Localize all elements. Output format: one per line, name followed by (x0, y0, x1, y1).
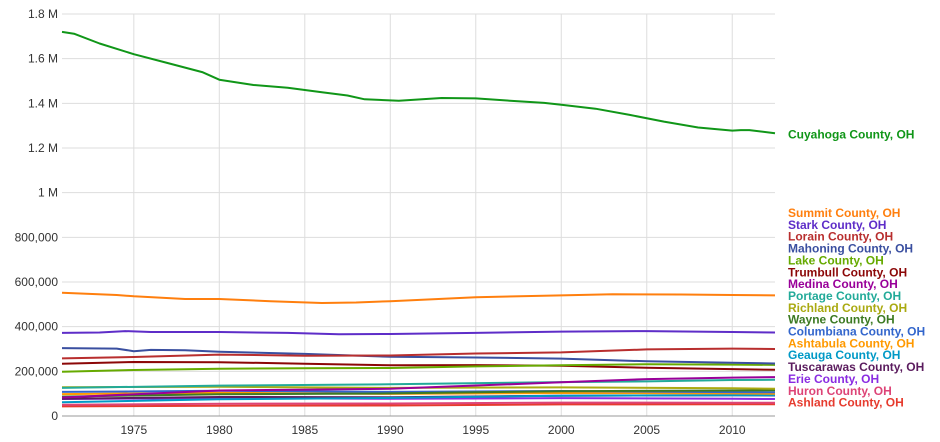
gridlines (62, 13, 775, 417)
series-label: Portage County, OH (788, 289, 901, 303)
series-label: Wayne County, OH (788, 313, 895, 327)
series-label: Cuyahoga County, OH (788, 127, 914, 141)
axes: 0 200,000 400,000 600,000 800,000 1 M 1.2 M 1.4… (15, 7, 775, 437)
series-line-mahoning-county-oh (61, 347, 776, 365)
series-label: Lake County, OH (788, 253, 884, 267)
series-label: Columbiana County, OH (788, 325, 925, 339)
series-line-huron-county-oh (61, 401, 775, 406)
series-line-lorain-county-oh (61, 347, 776, 360)
series-line-geauga-county-oh (61, 394, 775, 404)
y-tick-label: 1.8 M (28, 7, 58, 21)
x-tick-label: 1975 (120, 423, 147, 437)
series-label: Mahoning County, OH (788, 242, 913, 256)
y-tick-label: 800,000 (15, 230, 59, 244)
series-label: Medina County, OH (788, 277, 898, 291)
y-tick-label: 1.6 M (28, 52, 58, 66)
y-tick-label: 200,000 (15, 364, 59, 378)
series-label: Richland County, OH (788, 301, 907, 315)
series-label: Trumbull County, OH (788, 265, 907, 279)
y-tick-label: 1.4 M (28, 96, 58, 110)
series-line-lake-county-oh (61, 363, 776, 373)
series-labels: Cuyahoga County, OH Summit County, OHStar… (788, 127, 925, 409)
x-tick-label: 2010 (719, 423, 746, 437)
series-label: Lorain County, OH (788, 230, 893, 244)
y-tick-label: 600,000 (15, 275, 59, 289)
series-label: Erie County, OH (788, 372, 879, 386)
series-line-ashland-county-oh (61, 403, 775, 408)
series-line-wayne-county-oh (61, 389, 776, 398)
series-line-stark-county-oh (61, 330, 776, 336)
series-label: Tuscarawas County, OH (788, 360, 924, 374)
x-tick-label: 2005 (633, 423, 660, 437)
y-tick-label: 1.2 M (28, 141, 58, 155)
x-tick-label: 1990 (377, 423, 404, 437)
x-tick-label: 1985 (291, 423, 318, 437)
series-label: Ashtabula County, OH (788, 336, 914, 350)
series-lines (61, 30, 776, 408)
x-tick-label: 1995 (462, 423, 489, 437)
series-label: Summit County, OH (788, 206, 900, 220)
x-tick-label: 2000 (548, 423, 575, 437)
series-line-summit-county-oh (61, 291, 776, 304)
series-line-medina-county-oh (61, 376, 776, 399)
series-label: Huron County, OH (788, 384, 892, 398)
series-line-portage-county-oh (61, 378, 776, 389)
y-tick-label: 1 M (38, 186, 58, 200)
series-label: Ashland County, OH (788, 396, 904, 410)
series-line-cuyahoga-county-oh (61, 30, 776, 135)
x-tick-label: 1980 (206, 423, 233, 437)
y-tick-label: 0 (51, 409, 58, 423)
series-line-trumbull-county-oh (61, 361, 776, 371)
series-label: Geauga County, OH (788, 348, 900, 362)
y-tick-label: 400,000 (15, 320, 59, 334)
series-line-ashtabula-county-oh (61, 391, 776, 396)
series-label: Stark County, OH (788, 218, 886, 232)
